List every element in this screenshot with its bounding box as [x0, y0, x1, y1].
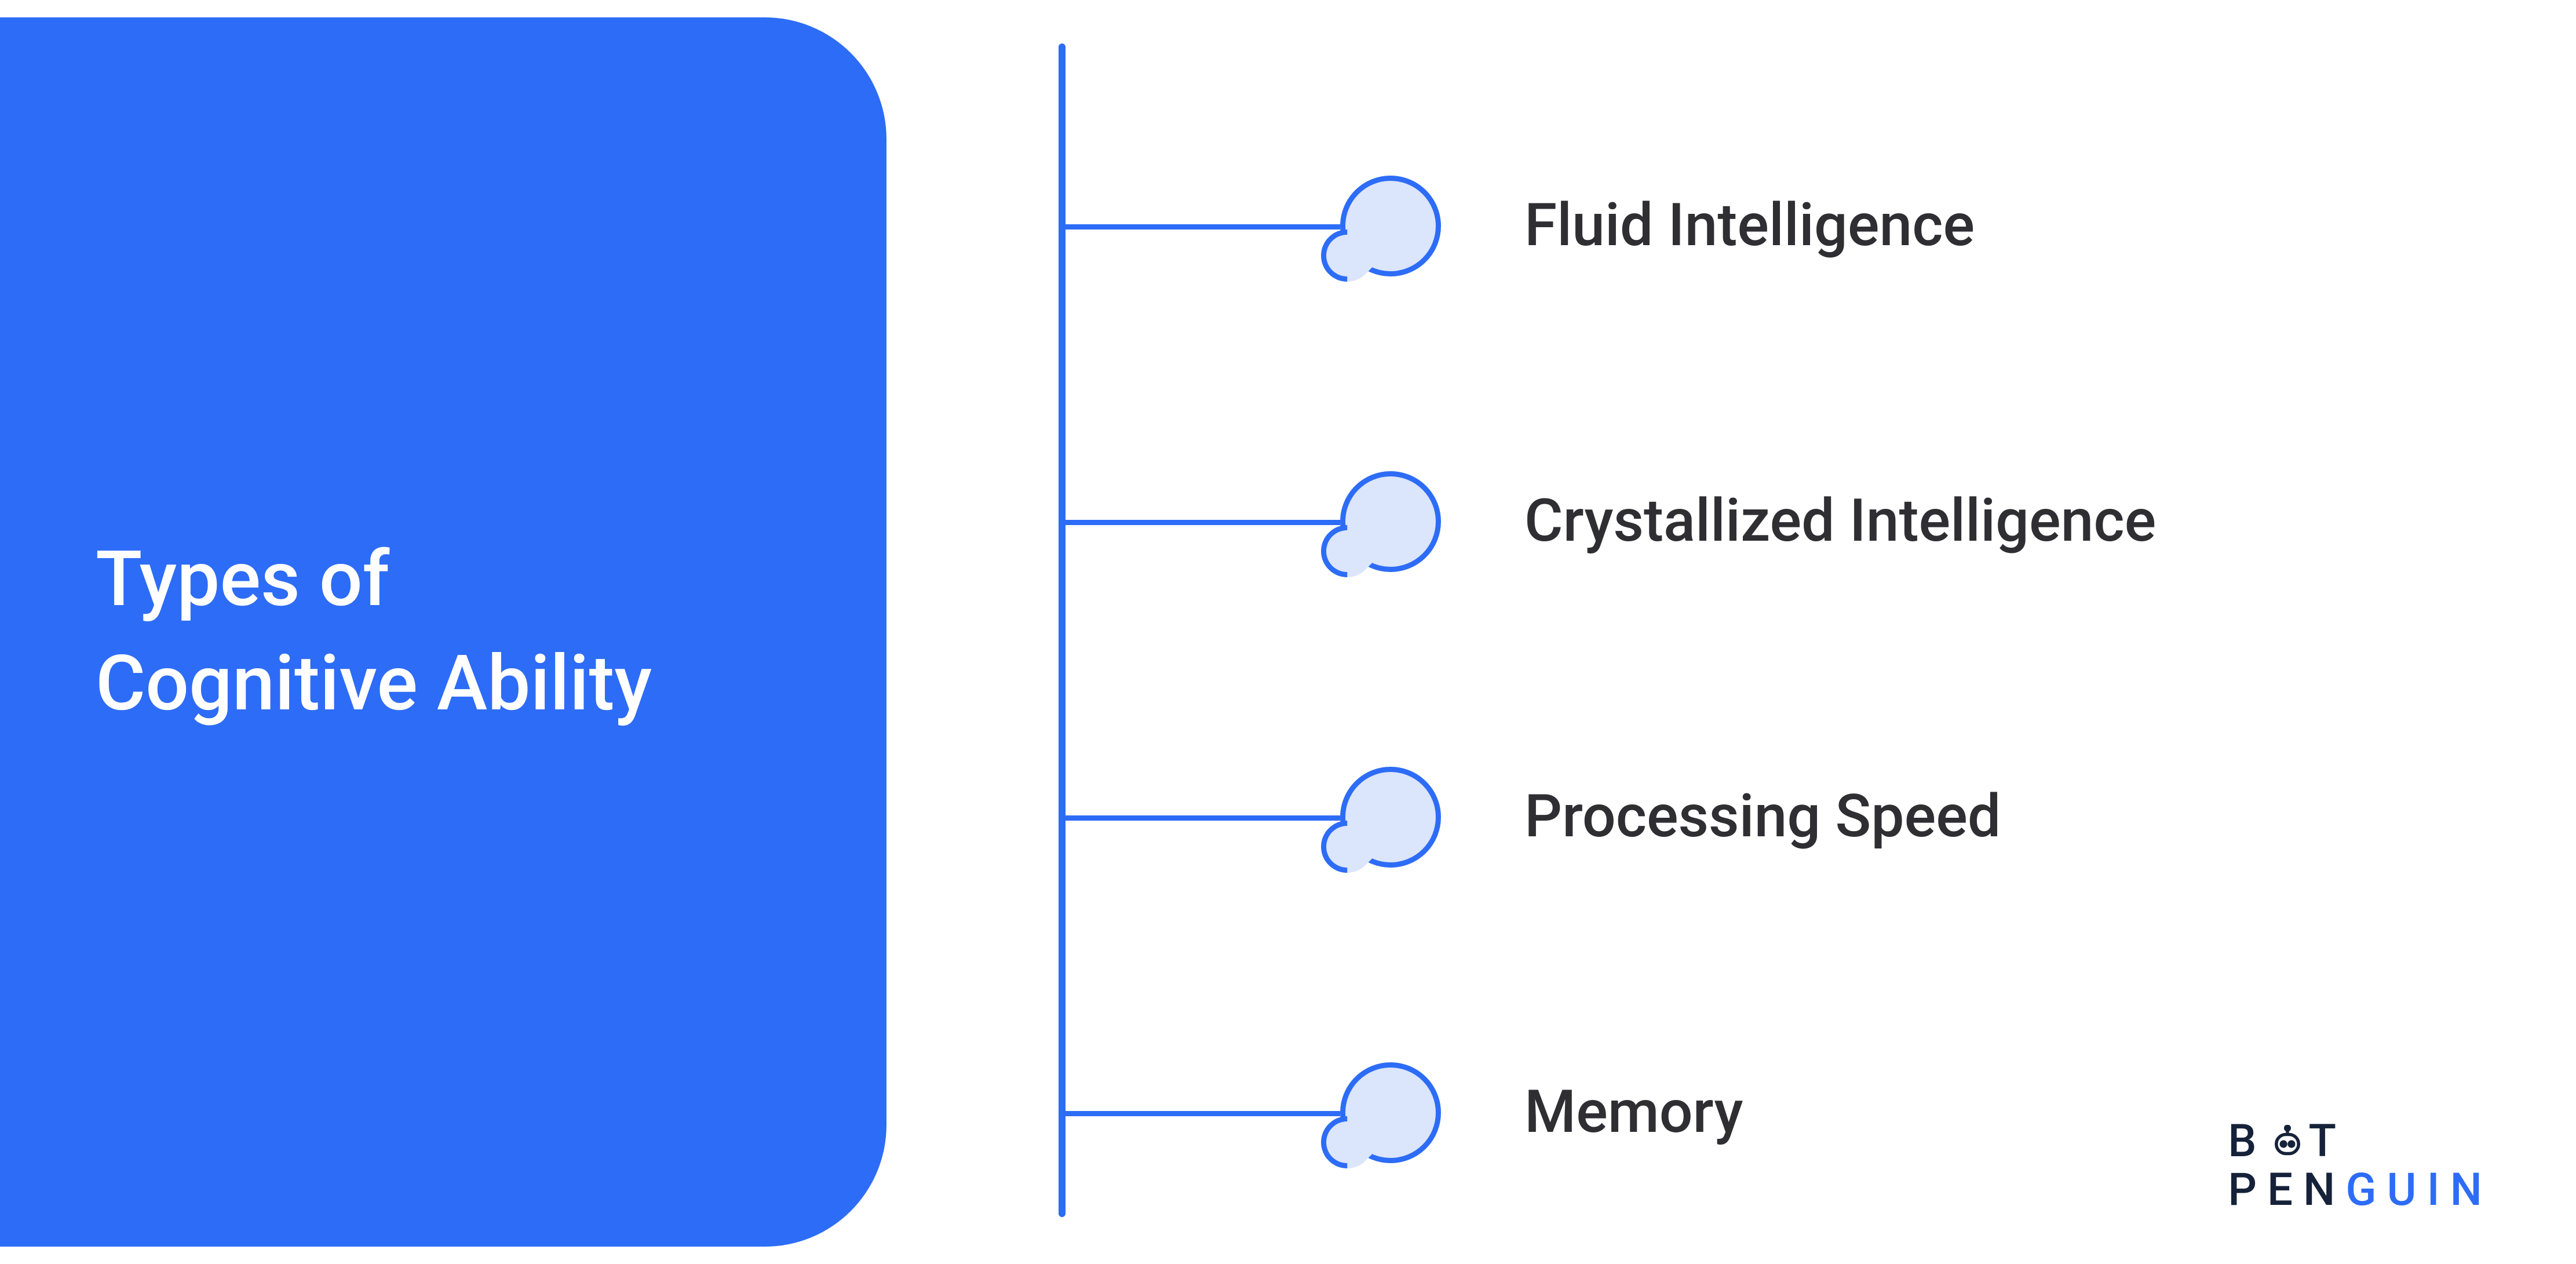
logo-text-t: T — [2308, 1120, 2347, 1168]
logo-text-pen: PEN — [2228, 1168, 2345, 1215]
branch-label: Crystallized Intelligence — [1524, 487, 2156, 556]
branch-label: Memory — [1524, 1078, 1743, 1148]
branch-row: Memory — [1062, 1062, 1743, 1163]
title-line-1: Types of — [96, 534, 389, 624]
branch-node-icon — [1340, 767, 1441, 868]
logo-line-1: BT — [2228, 1120, 2493, 1168]
brand-logo: BT PENGUIN — [2228, 1120, 2493, 1215]
title-line-2: Cognitive Ability — [96, 638, 652, 728]
title-panel: Types of Cognitive Ability — [0, 17, 886, 1247]
branch-node-icon — [1340, 471, 1441, 572]
branch-node-icon — [1340, 1062, 1441, 1163]
branch-connector-line — [1062, 224, 1340, 229]
branch-node-icon — [1340, 176, 1441, 276]
branch-row: Processing Speed — [1062, 767, 2001, 868]
logo-text-b: B — [2228, 1120, 2267, 1168]
branch-label: Fluid Intelligence — [1524, 191, 1975, 261]
title-text: Types of Cognitive Ability — [96, 529, 652, 735]
logo-line-2: PENGUIN — [2228, 1168, 2493, 1215]
branch-row: Fluid Intelligence — [1062, 176, 1975, 276]
branch-connector-line — [1062, 815, 1340, 820]
diagram-canvas: Types of Cognitive Ability Fluid Intelli… — [0, 0, 2576, 1264]
branch-connector-line — [1062, 519, 1340, 524]
branch-label: Processing Speed — [1524, 782, 2001, 852]
logo-text-guin: GUIN — [2345, 1168, 2493, 1215]
branch-connector-line — [1062, 1110, 1340, 1116]
bot-head-icon — [2267, 1125, 2308, 1163]
branch-row: Crystallized Intelligence — [1062, 471, 2156, 572]
